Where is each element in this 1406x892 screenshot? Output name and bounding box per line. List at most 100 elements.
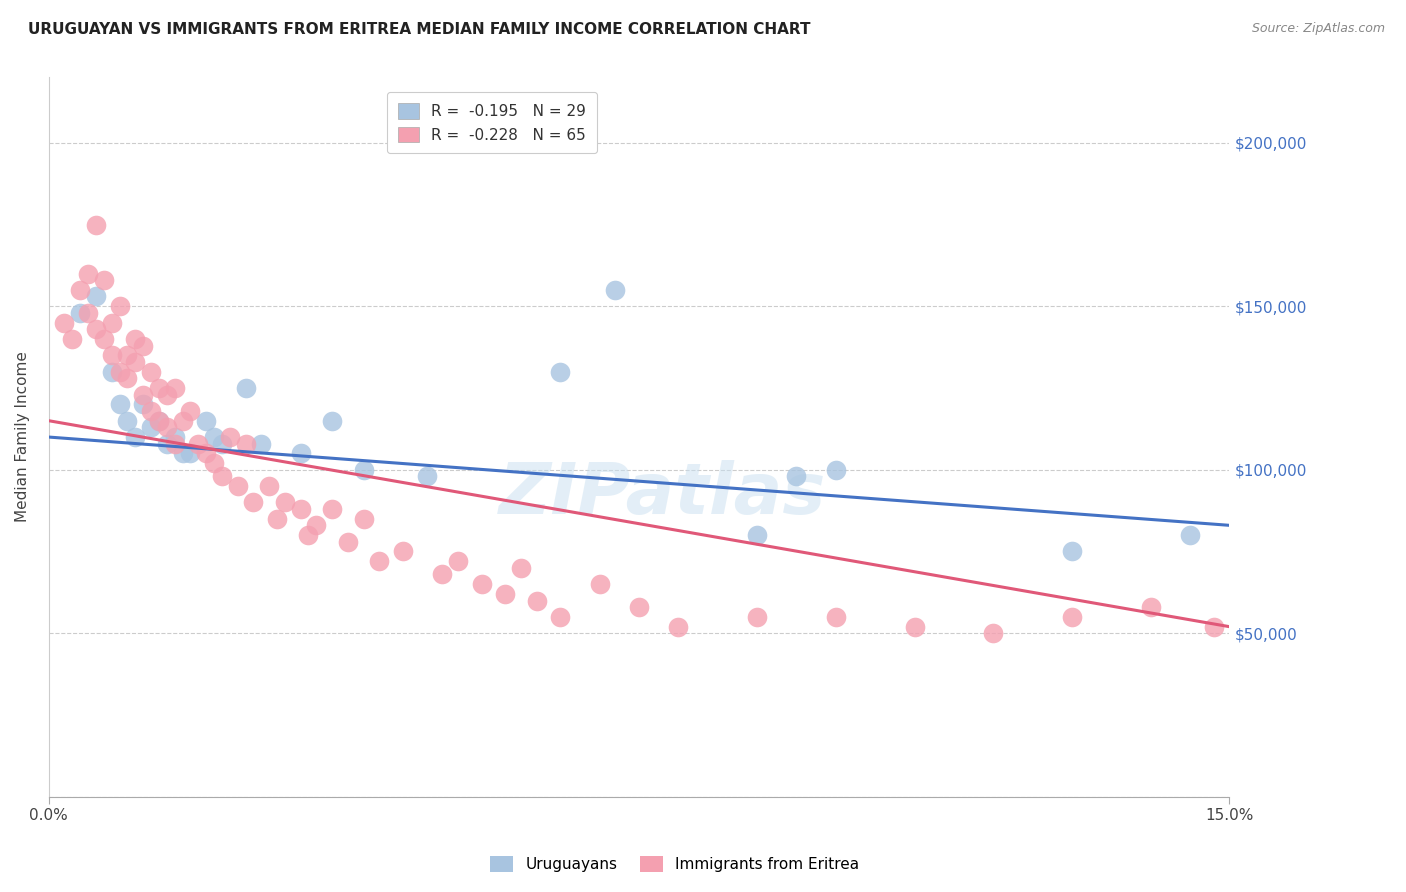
Point: [77, 267, 100, 281]
Point: [274, 495, 297, 509]
Point: [117, 414, 139, 428]
Point: [266, 512, 288, 526]
Point: [981, 626, 1004, 640]
Point: [235, 381, 257, 395]
Point: [148, 414, 170, 428]
Point: [785, 469, 807, 483]
Point: [179, 446, 201, 460]
Point: [1202, 620, 1225, 634]
Point: [139, 365, 162, 379]
Point: [628, 600, 651, 615]
Point: [903, 620, 925, 634]
Y-axis label: Median Family Income: Median Family Income: [15, 351, 30, 523]
Point: [124, 332, 146, 346]
Point: [368, 554, 391, 568]
Point: [550, 610, 572, 624]
Point: [84, 322, 107, 336]
Point: [108, 397, 131, 411]
Point: [290, 446, 312, 460]
Point: [156, 387, 179, 401]
Point: [108, 299, 131, 313]
Point: [156, 436, 179, 450]
Point: [195, 414, 218, 428]
Point: [235, 436, 257, 450]
Point: [290, 502, 312, 516]
Point: [257, 479, 280, 493]
Point: [526, 593, 548, 607]
Point: [100, 348, 122, 362]
Point: [163, 381, 186, 395]
Point: [179, 404, 201, 418]
Point: [93, 332, 115, 346]
Point: [156, 420, 179, 434]
Point: [132, 338, 155, 352]
Point: [139, 420, 162, 434]
Text: ZIPatlas: ZIPatlas: [499, 460, 827, 529]
Point: [163, 430, 186, 444]
Point: [148, 381, 170, 395]
Point: [589, 577, 612, 591]
Legend: Uruguayans, Immigrants from Eritrea: Uruguayans, Immigrants from Eritrea: [482, 848, 868, 880]
Point: [447, 554, 470, 568]
Point: [305, 518, 328, 533]
Point: [336, 534, 359, 549]
Text: URUGUAYAN VS IMMIGRANTS FROM ERITREA MEDIAN FAMILY INCOME CORRELATION CHART: URUGUAYAN VS IMMIGRANTS FROM ERITREA MED…: [28, 22, 811, 37]
Point: [250, 436, 273, 450]
Point: [550, 365, 572, 379]
Text: Source: ZipAtlas.com: Source: ZipAtlas.com: [1251, 22, 1385, 36]
Point: [605, 283, 627, 297]
Point: [69, 283, 91, 297]
Point: [510, 561, 533, 575]
Point: [124, 430, 146, 444]
Point: [1060, 544, 1083, 558]
Point: [60, 332, 83, 346]
Point: [132, 397, 155, 411]
Point: [471, 577, 494, 591]
Point: [1139, 600, 1161, 615]
Point: [494, 587, 516, 601]
Point: [242, 495, 264, 509]
Point: [824, 463, 846, 477]
Point: [172, 414, 194, 428]
Point: [124, 355, 146, 369]
Point: [84, 218, 107, 232]
Point: [100, 316, 122, 330]
Point: [747, 528, 769, 542]
Point: [117, 348, 139, 362]
Point: [187, 436, 209, 450]
Point: [84, 289, 107, 303]
Point: [747, 610, 769, 624]
Point: [353, 512, 375, 526]
Point: [53, 316, 76, 330]
Point: [321, 414, 343, 428]
Point: [148, 414, 170, 428]
Point: [108, 365, 131, 379]
Point: [211, 469, 233, 483]
Point: [321, 502, 343, 516]
Point: [297, 528, 319, 542]
Point: [1060, 610, 1083, 624]
Point: [202, 456, 225, 470]
Point: [172, 446, 194, 460]
Point: [163, 436, 186, 450]
Legend: R =  -0.195   N = 29, R =  -0.228   N = 65: R = -0.195 N = 29, R = -0.228 N = 65: [387, 92, 596, 153]
Point: [415, 469, 437, 483]
Point: [432, 567, 454, 582]
Point: [211, 436, 233, 450]
Point: [139, 404, 162, 418]
Point: [132, 387, 155, 401]
Point: [77, 306, 100, 320]
Point: [69, 306, 91, 320]
Point: [824, 610, 846, 624]
Point: [226, 479, 249, 493]
Point: [93, 273, 115, 287]
Point: [668, 620, 690, 634]
Point: [218, 430, 240, 444]
Point: [1178, 528, 1201, 542]
Point: [353, 463, 375, 477]
Point: [195, 446, 218, 460]
Point: [117, 371, 139, 385]
Point: [392, 544, 415, 558]
Point: [100, 365, 122, 379]
Point: [202, 430, 225, 444]
